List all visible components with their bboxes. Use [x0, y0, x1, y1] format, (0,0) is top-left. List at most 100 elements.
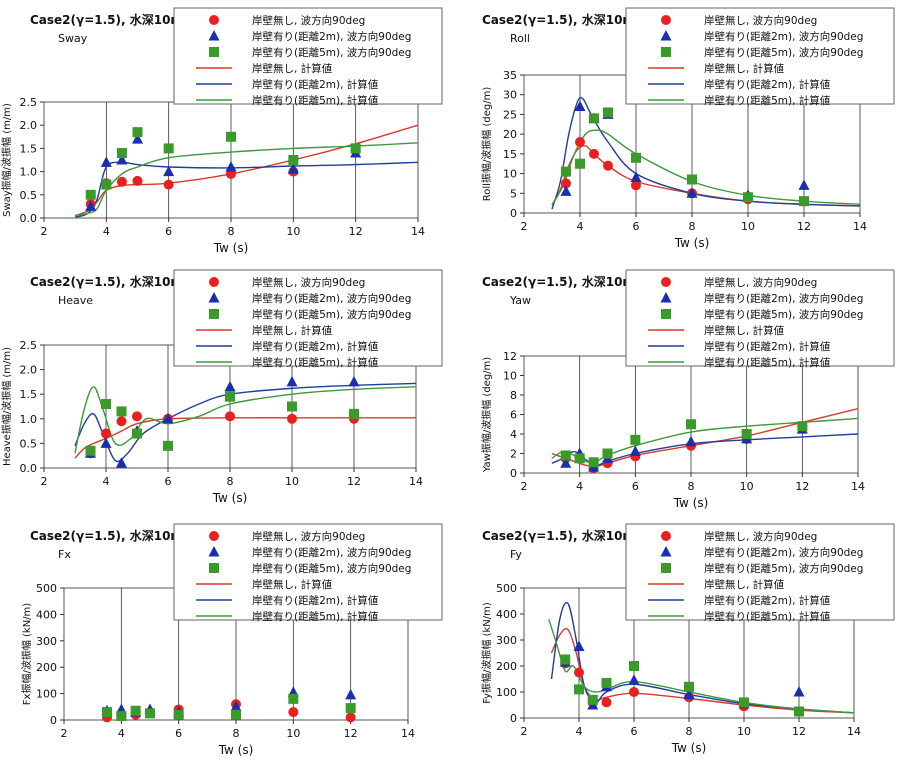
- chart-fy: Case2(γ=1.5), 水深10m Fy 2 4 6 8 10 12 14 0 100 200 30…: [452, 516, 898, 774]
- y-tick-label: 2.5: [20, 339, 38, 352]
- data-point-square: [575, 158, 585, 169]
- data-point-circle: [574, 667, 584, 678]
- y-tick-label: 0.5: [20, 437, 38, 450]
- legend-label: 岸壁有り(距離2m), 計算値: [252, 78, 379, 91]
- data-point-triangle: [85, 200, 97, 211]
- chart-subtitle: Fx: [58, 548, 71, 561]
- y-tick-label: 0: [510, 712, 517, 725]
- y-tick-label: 500: [36, 582, 57, 595]
- data-point-triangle: [116, 457, 127, 468]
- series-line: [74, 382, 416, 463]
- chart-fx: Case2(γ=1.5), 水深10m Fx 2 4 6 8 10 12 14 0 100 200 30…: [0, 516, 446, 774]
- legend: 岸壁無し, 波方向90deg 岸壁有り(距離2m), 波方向90deg 岸壁有り(距…: [625, 7, 895, 107]
- y-tick-label: 0.0: [20, 212, 38, 225]
- x-axis-label: Tw (s): [212, 491, 248, 505]
- data-point-triangle: [560, 457, 572, 468]
- legend-label: 岸壁無し, 波方向90deg: [252, 530, 365, 543]
- data-point-circle: [225, 411, 235, 422]
- y-axis-label: Heave振幅/波振幅 (m/m): [0, 347, 13, 466]
- chart-subtitle: Roll: [510, 32, 530, 45]
- chart-roll: Case2(γ=1.5), 水深10m Roll 2 4 6 8 10 12 14 0 5 10 15 2…: [452, 0, 898, 258]
- legend-label: 岸壁無し, 計算値: [704, 324, 785, 337]
- data-point-circle: [101, 428, 111, 439]
- x-tick-label: 10: [285, 475, 299, 488]
- legend-label: 岸壁有り(距離2m), 計算値: [252, 594, 379, 607]
- x-tick-label: 4: [576, 480, 583, 493]
- legend-label: 岸壁有り(距離5m), 計算値: [704, 356, 831, 369]
- legend-label: 岸壁有り(距離2m), 計算値: [252, 340, 379, 353]
- data-point-square: [741, 429, 752, 439]
- legend: 岸壁無し, 波方向90deg 岸壁有り(距離2m), 波方向90deg 岸壁有り(距…: [173, 523, 443, 623]
- legend-swatch-circle: [209, 531, 219, 541]
- data-point-circle: [288, 707, 299, 718]
- data-point-triangle: [683, 688, 695, 700]
- legend-label: 岸壁有り(距離2m), 波方向90deg: [252, 30, 411, 43]
- data-point-circle: [116, 416, 127, 427]
- series-line: [75, 142, 418, 217]
- y-tick-label: 20: [503, 128, 517, 141]
- data-point-square: [684, 681, 694, 692]
- data-point-square: [101, 399, 111, 410]
- chart-heave: Case2(γ=1.5), 水深10m Heave 2 4 6 8 10 12 14 0.0 0.5…: [0, 262, 446, 512]
- legend-swatch-circle: [661, 531, 671, 541]
- series-line: [74, 386, 416, 454]
- x-tick-label: 2: [41, 225, 48, 238]
- data-point-square: [631, 152, 641, 163]
- legend-swatch-triangle: [208, 30, 220, 41]
- x-tick-label: 2: [61, 727, 68, 740]
- legend: 岸壁無し, 波方向90deg 岸壁有り(距離2m), 波方向90deg 岸壁有り(距…: [173, 269, 443, 369]
- legend-swatch-triangle: [660, 292, 672, 303]
- chart-title: Case2(γ=1.5), 水深10m: [482, 528, 635, 543]
- data-point-square: [350, 143, 361, 154]
- legend-swatch-square: [661, 47, 671, 57]
- data-point-square: [687, 174, 697, 185]
- data-point-square: [574, 684, 584, 695]
- data-point-triangle: [628, 674, 640, 685]
- y-tick-label: 100: [496, 686, 517, 699]
- y-tick-label: 0: [50, 714, 57, 727]
- y-tick-label: 2.5: [20, 96, 38, 109]
- data-point-square: [739, 697, 749, 708]
- x-tick-label: 6: [175, 727, 182, 740]
- legend-swatch-triangle: [660, 546, 672, 557]
- data-point-square: [560, 450, 571, 461]
- data-point-circle: [287, 413, 297, 424]
- data-point-square: [603, 107, 613, 118]
- data-point-triangle: [574, 100, 586, 112]
- data-point-square: [226, 131, 236, 142]
- y-tick-label: 0: [510, 467, 517, 480]
- y-axis-label: Sway振幅/波振幅 (m/m): [0, 103, 13, 217]
- chart-title: Case2(γ=1.5), 水深10m: [30, 528, 183, 543]
- data-point-square: [629, 661, 639, 671]
- data-point-square: [630, 434, 641, 445]
- chart-title: Case2(γ=1.5), 水深10m: [30, 12, 183, 27]
- chart-yaw: Case2(γ=1.5), 水深10m Yaw 2 4 6 8 10 12 14 0 2 4 6 8 10 1…: [452, 262, 898, 512]
- data-point-triangle: [286, 375, 298, 387]
- y-tick-label: 2: [510, 448, 517, 461]
- data-point-triangle: [225, 160, 237, 172]
- x-tick-label: 14: [401, 727, 415, 740]
- chart-subtitle: Yaw: [509, 294, 531, 307]
- x-tick-label: 12: [797, 220, 811, 233]
- data-point-square: [102, 707, 112, 718]
- x-tick-label: 8: [688, 480, 695, 493]
- data-point-triangle: [132, 133, 143, 144]
- y-tick-label: 400: [36, 608, 57, 621]
- y-tick-label: 10: [503, 370, 517, 383]
- chart-roll-svg: Case2(γ=1.5), 水深10m Roll 2 4 6 8 10 12 14 0 5 10 15 2…: [480, 7, 895, 250]
- y-tick-label: 2.0: [20, 364, 38, 377]
- legend-label: 岸壁有り(距離5m), 波方向90deg: [252, 562, 411, 575]
- legend: 岸壁無し, 波方向90deg 岸壁有り(距離2m), 波方向90deg 岸壁有り(距…: [173, 7, 443, 107]
- data-point-triangle: [163, 165, 175, 177]
- x-tick-label: 2: [521, 220, 528, 233]
- y-tick-label: 1.0: [20, 166, 38, 179]
- data-point-square: [231, 709, 241, 720]
- x-tick-label: 4: [118, 727, 125, 740]
- y-tick-label: 8: [510, 389, 517, 402]
- legend-swatch-circle: [209, 277, 219, 287]
- data-point-square: [288, 155, 299, 165]
- chart-sway: Case2(γ=1.5), 水深10m Sway 2 4 6 8 10 12 14 0.0 0.5 1…: [0, 0, 446, 258]
- x-tick-label: 8: [233, 727, 240, 740]
- data-point-square: [799, 196, 809, 207]
- data-point-square: [225, 391, 235, 402]
